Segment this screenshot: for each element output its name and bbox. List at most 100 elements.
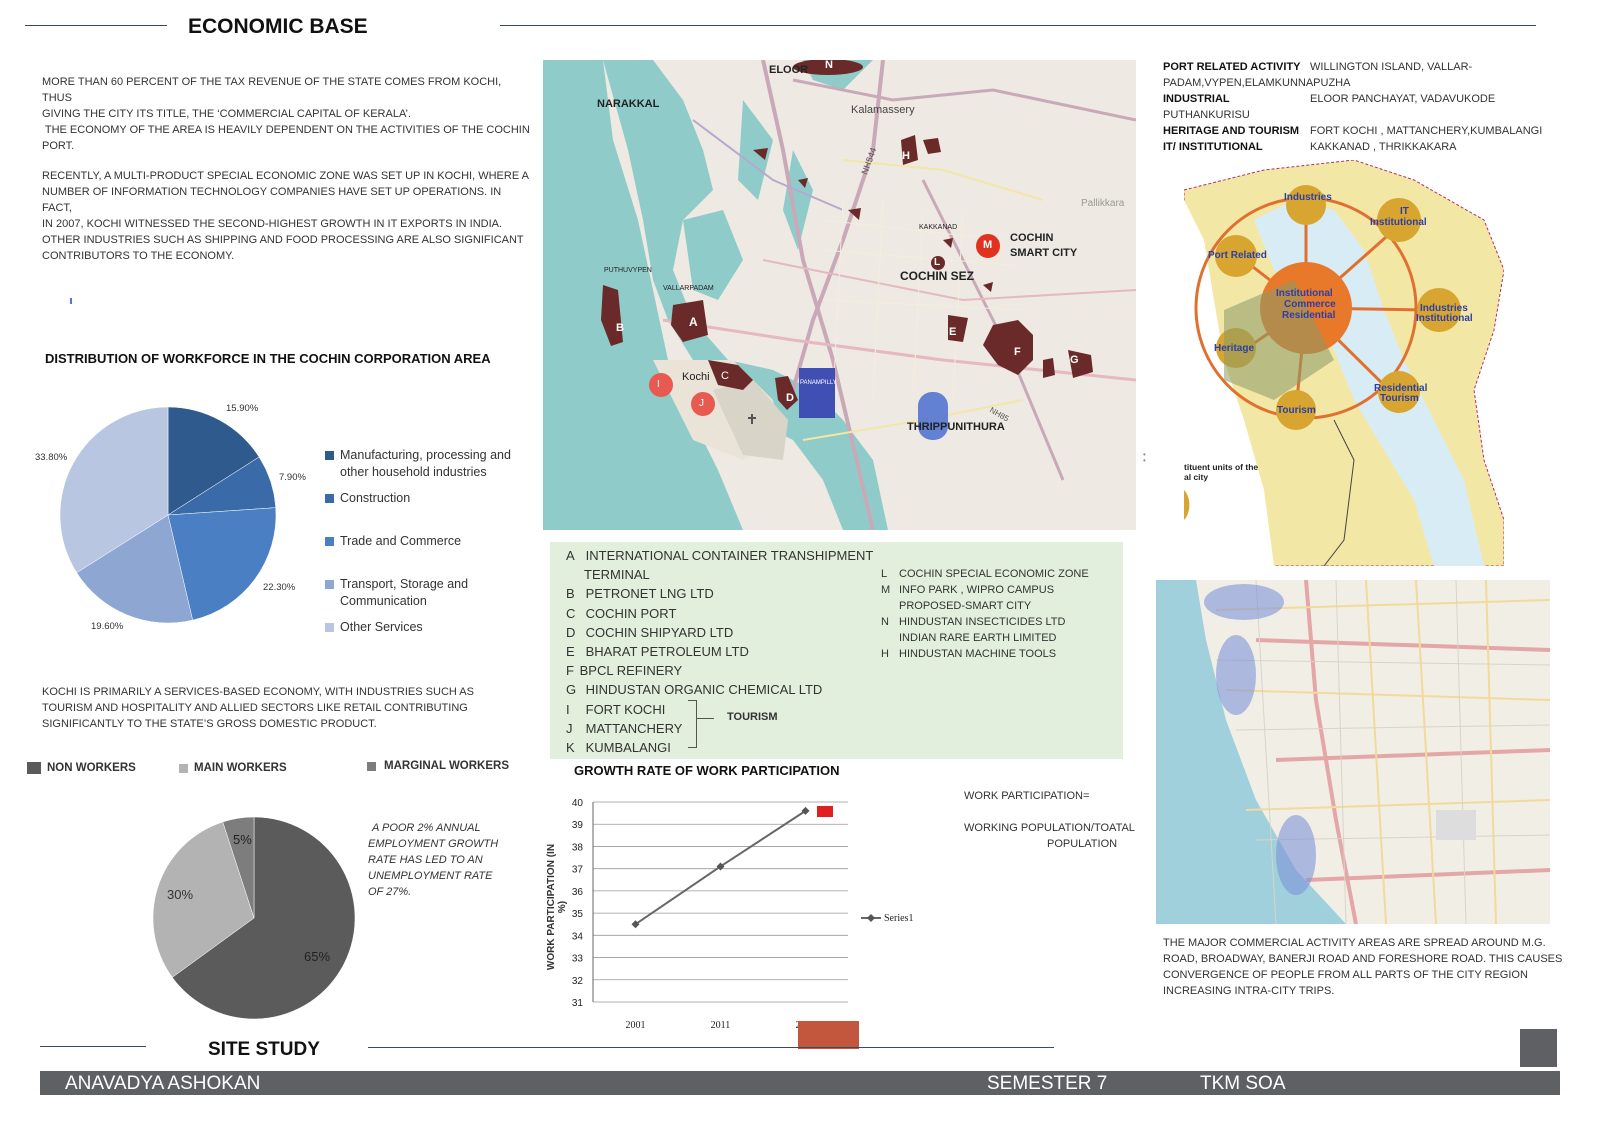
map-key-left-list: A INTERNATIONAL CONTAINER TRANSHIPMENT T… (566, 546, 873, 757)
key-text: HINDUSTAN MACHINE TOOLS (899, 648, 1057, 660)
key-text: MATTANCHERY (585, 720, 683, 736)
pie-slice-manufacturing (167, 406, 260, 516)
map-marker-g: G (1070, 354, 1079, 366)
legend-label: Trade and Commerce (340, 534, 462, 548)
key-letter: G (566, 682, 577, 698)
x-tick-label: 2011 (711, 1020, 731, 1031)
concept-center-2: Commerce (1284, 299, 1336, 310)
legend-label: other household industries (340, 465, 487, 479)
legend-label: Construction (340, 491, 411, 505)
activity-zones-table: PORT RELATED ACTIVITY WILLINGTON ISLAND, … (1163, 59, 1563, 155)
pie-label-non-workers: 65% (304, 949, 331, 964)
map-label-narakkal: NARAKKAL (597, 98, 660, 110)
concept-map-graphic (1184, 160, 1504, 566)
data-point (716, 862, 725, 871)
text-line: OF 27%. (368, 886, 412, 898)
activity-row: HERITAGE AND TOURISM FORT KOCHI , MATTANC… (1163, 123, 1563, 139)
y-tick-label: 38 (572, 842, 584, 853)
pie-slice-transport (76, 514, 193, 624)
map-label-kalamassery: Kalamassery (851, 104, 915, 116)
text-line: PORT. (42, 140, 75, 152)
key-text: INFO PARK , WIPRO CAMPUS (899, 584, 1055, 596)
city-map: ELOOR N NARAKKAL Kalamassery NH544 H Pal… (543, 60, 1136, 530)
key-letter: K (566, 740, 575, 756)
header-rule-left (25, 25, 167, 26)
key-text: FORT KOCHI (585, 701, 666, 717)
key-text: COCHIN PORT (585, 605, 677, 621)
legend-item-other: Other Services (325, 619, 423, 636)
map-label-smart-city-1: COCHIN (1010, 232, 1054, 244)
map-key-right-list: L COCHIN SPECIAL ECONOMIC ZONE M INFO PARK… (881, 566, 1089, 662)
legend-swatch (179, 764, 188, 773)
activity-key: IT/ INSTITUTIONAL (1163, 141, 1263, 153)
activity-value: FORT KOCHI , MATTANCHERY,KUMBALANGI (1310, 125, 1543, 137)
key-item: L COCHIN SPECIAL ECONOMIC ZONE (881, 566, 1089, 582)
pie-label-other: 33.80% (35, 452, 68, 463)
text-line: UNEMPLOYMENT RATE (368, 870, 493, 882)
key-text: PETRONET LNG LTD (585, 586, 714, 602)
formula-line-1: WORK PARTICIPATION= (964, 790, 1090, 802)
pie-slice-marginal-workers (222, 816, 255, 919)
page-corner-block (1520, 1029, 1557, 1067)
legend-swatch (27, 762, 41, 774)
text-line: NUMBER OF INFORMATION TECHNOLOGY COMPANI… (42, 186, 502, 214)
text-line: ROAD, BROADWAY, BANERJI ROAD AND FORESHO… (1163, 953, 1563, 965)
key-letter: I (566, 701, 570, 717)
key-text: INDIAN RARE EARTH LIMITED (899, 632, 1057, 644)
activity-value: WILLINGTON ISLAND, VALLAR- (1310, 61, 1473, 73)
y-axis-label: WORK PARTICIPATION (IN %) (546, 843, 568, 971)
key-item: I FORT KOCHI (566, 700, 873, 719)
text-line: MORE THAN 60 PERCENT OF THE TAX REVENUE … (42, 76, 502, 104)
key-text: KUMBALANGI (585, 740, 671, 756)
key-item: B PETRONET LNG LTD (566, 584, 873, 603)
activity-key: HERITAGE AND TOURISM (1163, 125, 1300, 137)
header-rule-right (500, 25, 1536, 26)
key-item: F BPCL REFINERY (566, 661, 873, 680)
site-study-rule-right (368, 1047, 1054, 1048)
concept-node-tourism: Tourism (1380, 393, 1419, 404)
y-tick-label: 37 (572, 865, 584, 876)
concept-node-residential: Residential (1374, 383, 1428, 394)
text-line: RATE HAS LED TO AN (368, 854, 483, 866)
pie-label-transport: 19.60% (91, 621, 124, 632)
x-tick-label: 2001 (626, 1020, 646, 1031)
map-label-cochin-sez: COCHIN SEZ (900, 269, 975, 283)
text-line: OTHER INDUSTRIES SUCH AS SHIPPING AND FO… (42, 234, 524, 246)
text-line: KOCHI IS PRIMARILY A SERVICES-BASED ECON… (42, 686, 474, 698)
text-line: CONVERGENCE OF PEOPLE FROM ALL PARTS OF … (1163, 969, 1528, 981)
legend-swatch (325, 451, 334, 460)
map-marker-i: I (657, 379, 660, 390)
key-item: INDIAN RARE EARTH LIMITED (881, 630, 1089, 646)
y-tick-label: 39 (572, 820, 584, 831)
workers-pie-chart (152, 816, 356, 1020)
key-text: COCHIN SPECIAL ECONOMIC ZONE (899, 568, 1089, 580)
employment-note: A POOR 2% ANNUAL EMPLOYMENT GROWTH RATE … (368, 820, 498, 900)
chart-red-block (798, 1021, 859, 1049)
map-label-kakkanad: KAKKANAD (919, 224, 958, 231)
key-letter: C (566, 605, 576, 621)
page-title: ECONOMIC BASE (188, 15, 368, 38)
key-letter: A (566, 548, 575, 563)
intro-paragraph-2: RECENTLY, A MULTI-PRODUCT SPECIAL ECONOM… (42, 168, 532, 264)
map-marker-j: J (699, 398, 704, 409)
map-marker-b: B (616, 322, 624, 334)
map-label-vallarpadam: VALLARPADAM (663, 285, 714, 292)
map-marker-n: N (825, 60, 833, 71)
text-line: CONTRIBUTORS TO THE ECONOMY. (42, 250, 235, 262)
activity-key: PORT RELATED ACTIVITY (1163, 61, 1301, 73)
key-letter: L (881, 568, 888, 580)
legend-item-marginal-workers: MARGINAL WORKERS (367, 758, 509, 775)
key-letter: E (566, 644, 575, 660)
text-line: THE MAJOR COMMERCIAL ACTIVITY AREAS ARE … (1163, 937, 1546, 949)
text-line: GIVING THE CITY ITS TITLE, THE ‘COMMERCI… (42, 108, 411, 120)
concept-map: Institutional Commerce Residential Indus… (1184, 160, 1504, 566)
legend-label: Communication (340, 594, 427, 608)
y-tick-label: 33 (572, 954, 584, 965)
footer-semester: SEMESTER 7 (987, 1073, 1108, 1094)
concept-node-industries: Industries (1284, 192, 1332, 203)
legend-item-manufacturing: Manufacturing, processing and other house… (325, 447, 511, 481)
activity-value: PADAM,VYPEN,ELAMKUNNAPUZHA (1163, 77, 1351, 89)
street-map-note: THE MAJOR COMMERCIAL ACTIVITY AREAS ARE … (1163, 935, 1563, 999)
concept-center-3: Residential (1282, 310, 1336, 321)
data-point (631, 920, 640, 929)
